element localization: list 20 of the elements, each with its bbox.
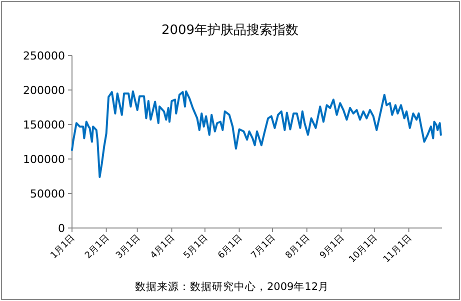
x-tick-label: 1月1日 <box>49 233 78 261</box>
line-series <box>71 90 442 178</box>
x-tick-label: 4月1日 <box>148 233 177 261</box>
x-tick-label: 11月1日 <box>382 233 414 266</box>
x-tick-label: 9月1日 <box>318 233 346 261</box>
x-tick-label: 8月1日 <box>284 233 312 261</box>
y-tick-label: 0 <box>58 222 65 235</box>
x-tick-label: 5月1日 <box>182 233 210 261</box>
x-tick-label: 2月1日 <box>84 233 112 261</box>
x-tick-label: 7月1日 <box>250 233 278 261</box>
y-tick-label: 200000 <box>23 84 65 97</box>
y-tick-label: 150000 <box>23 118 65 132</box>
x-tick-label: 6月1日 <box>216 233 244 261</box>
x-tick-label: 10月1日 <box>348 233 380 266</box>
x-tick-label: 3月1日 <box>114 233 142 261</box>
y-tick-label: 50000 <box>30 188 65 200</box>
y-tick-label: 100000 <box>23 153 65 166</box>
chart-title: 2009年护肤品搜索指数 <box>161 23 299 38</box>
source-note: 数据来源：数据研究中心，2009年12月 <box>134 280 330 293</box>
y-tick-label: 250000 <box>23 50 65 62</box>
